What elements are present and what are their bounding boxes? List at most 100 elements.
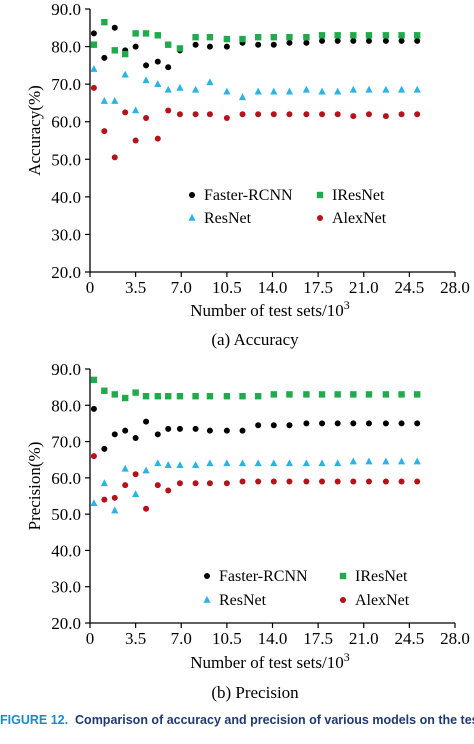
data-point	[286, 478, 293, 485]
data-point	[111, 391, 118, 398]
data-point	[121, 70, 129, 78]
data-point	[382, 85, 390, 93]
data-point	[90, 84, 97, 91]
series-iresnet	[90, 18, 421, 58]
data-point	[334, 111, 341, 118]
x-tick-label: 7.0	[171, 629, 192, 648]
data-point	[270, 478, 277, 485]
data-point	[142, 76, 150, 84]
y-tick-label: 50.0	[51, 505, 81, 524]
data-point	[350, 391, 357, 398]
data-point	[238, 93, 247, 101]
data-point	[206, 459, 214, 467]
data-point	[270, 33, 278, 41]
x-tick-label: 10.5	[212, 278, 242, 297]
data-point	[349, 457, 357, 465]
x-axis-title: Number of test sets/103	[190, 650, 349, 672]
data-point	[223, 459, 231, 467]
data-point	[397, 85, 406, 93]
data-point	[101, 54, 108, 61]
data-point	[238, 459, 247, 467]
data-point	[286, 39, 293, 46]
data-point	[192, 111, 199, 118]
data-point	[365, 111, 372, 118]
data-point	[365, 37, 372, 44]
legend-label: IResNet	[332, 187, 385, 204]
data-point	[143, 505, 150, 512]
series-alexnet	[90, 453, 421, 512]
data-point	[121, 50, 129, 58]
x-tick-label: 0	[86, 629, 95, 648]
data-point	[90, 65, 98, 72]
data-point	[382, 113, 389, 120]
y-tick-label: 60.0	[51, 113, 81, 132]
data-point	[154, 58, 161, 65]
data-point	[255, 111, 262, 118]
data-point	[192, 425, 199, 432]
data-point	[101, 18, 108, 26]
data-point	[319, 478, 326, 485]
data-point	[206, 427, 213, 434]
data-point	[365, 420, 372, 427]
data-point	[365, 457, 373, 465]
y-tick-label: 20.0	[51, 614, 81, 633]
data-point	[192, 33, 199, 41]
data-point	[318, 459, 326, 467]
data-point	[255, 422, 262, 429]
data-point	[90, 41, 98, 48]
x-tick-label: 28.0	[440, 629, 470, 648]
data-point	[122, 482, 129, 489]
data-point	[318, 32, 326, 39]
data-point	[143, 418, 150, 425]
data-point	[239, 478, 246, 485]
data-point	[165, 64, 172, 71]
data-point	[303, 111, 310, 118]
data-point	[192, 41, 199, 48]
data-point	[142, 30, 150, 37]
x-tick-label: 24.5	[395, 629, 425, 648]
series-resnet	[90, 65, 421, 114]
data-point	[223, 393, 231, 400]
legend-label: AlexNet	[332, 210, 387, 227]
legend-label: Faster-RCNN	[219, 568, 308, 585]
data-point	[165, 425, 172, 432]
x-tick-label: 21.0	[349, 278, 379, 297]
data-point	[398, 32, 405, 39]
figure-caption-text: Comparison of accuracy and precision of …	[75, 714, 474, 727]
data-point	[223, 43, 230, 50]
data-point	[154, 431, 161, 438]
y-tick-label: 30.0	[51, 225, 81, 244]
data-point	[365, 32, 373, 39]
data-point	[111, 47, 118, 54]
data-point	[239, 427, 246, 434]
data-point	[365, 85, 373, 93]
legend-label: IResNet	[355, 568, 408, 585]
x-tick-label: 14.0	[258, 278, 288, 297]
legend-marker	[339, 572, 347, 580]
data-point	[176, 83, 184, 91]
y-tick-label: 50.0	[51, 150, 81, 169]
data-point	[122, 427, 129, 434]
y-tick-label: 60.0	[51, 469, 81, 488]
data-point	[303, 420, 310, 427]
series-iresnet	[90, 376, 421, 402]
data-point	[350, 478, 357, 485]
data-point	[101, 445, 108, 452]
data-point	[318, 391, 326, 398]
series-alexnet	[90, 84, 421, 161]
data-point	[111, 24, 118, 31]
data-point	[90, 376, 98, 384]
data-point	[254, 87, 262, 95]
data-point	[334, 37, 341, 44]
data-point	[254, 459, 262, 467]
data-point	[132, 137, 139, 144]
legend-marker	[188, 214, 196, 221]
data-point	[154, 459, 162, 467]
x-tick-label: 10.5	[212, 629, 242, 648]
data-point	[165, 393, 172, 400]
figure-caption: FIGURE 12. Comparison of accuracy and pr…	[0, 714, 474, 744]
data-point	[286, 111, 293, 118]
data-point	[132, 471, 139, 478]
data-point	[302, 85, 310, 93]
x-tick-label: 28.0	[440, 278, 470, 297]
